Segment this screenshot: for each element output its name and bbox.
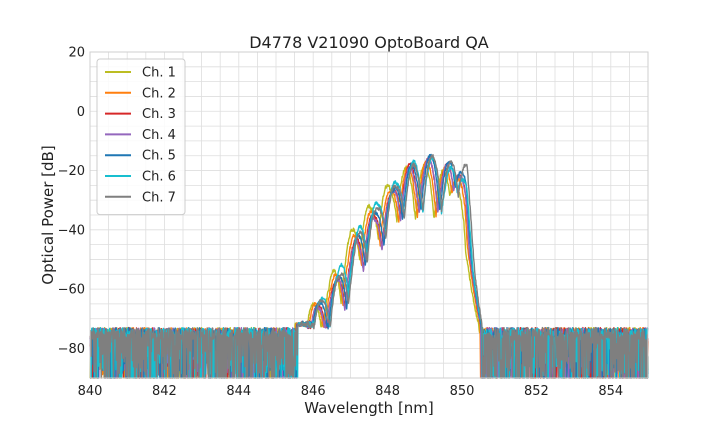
series-layer [89, 153, 649, 379]
legend-label: Ch. 5 [142, 149, 176, 164]
y-tick-labels: −80 −60 −40 −20 0 20 [58, 46, 85, 357]
y-tick-label: −60 [58, 283, 85, 298]
y-tick-label: −20 [58, 164, 85, 179]
legend-label: Ch. 7 [142, 190, 176, 205]
x-tick-label: 844 [226, 384, 251, 399]
y-tick-label: −40 [58, 223, 85, 238]
x-axis-label: Wavelength [nm] [304, 399, 434, 417]
legend-label: Ch. 4 [142, 128, 176, 143]
x-tick-label: 846 [301, 384, 326, 399]
x-tick-label: 854 [598, 384, 623, 399]
legend: Ch. 1 Ch. 2 Ch. 3 Ch. 4 Ch. 5 Ch. 6 Ch. 7 [96, 58, 186, 216]
x-tick-label: 850 [450, 384, 475, 399]
x-tick-label: 840 [78, 384, 103, 399]
legend-label: Ch. 3 [142, 107, 176, 122]
chart-title: D4778 V21090 OptoBoard QA [249, 33, 489, 52]
y-tick-label: 20 [68, 46, 85, 61]
x-tick-label: 852 [524, 384, 549, 399]
y-tick-label: −80 [58, 342, 85, 357]
y-tick-label: 0 [77, 105, 85, 120]
x-tick-label: 848 [375, 384, 400, 399]
series-line-7 [89, 153, 649, 379]
x-tick-label: 842 [152, 384, 177, 399]
legend-label: Ch. 1 [142, 66, 176, 81]
legend-label: Ch. 6 [142, 170, 176, 185]
plot-frame [89, 51, 649, 379]
y-axis-label: Optical Power [dB] [39, 145, 57, 284]
legend-label: Ch. 2 [142, 86, 176, 101]
x-tick-labels: 840 842 844 846 848 850 852 854 [78, 384, 624, 399]
